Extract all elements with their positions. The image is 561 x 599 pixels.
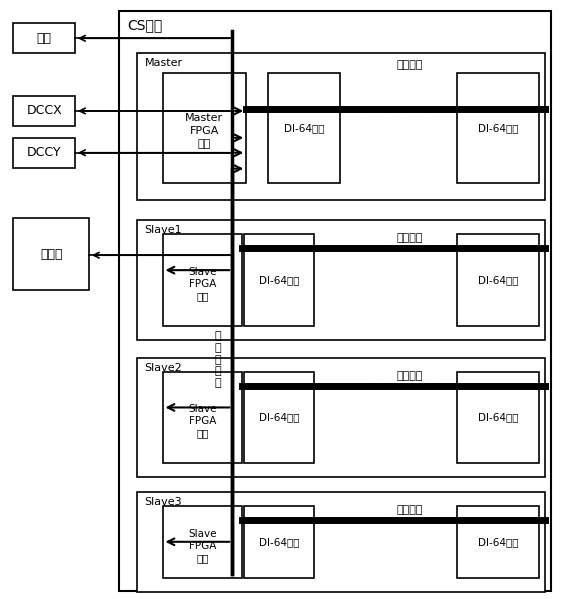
Text: 机
架
间
总
线: 机 架 间 总 线 — [215, 331, 222, 388]
Text: 背板总线: 背板总线 — [396, 233, 422, 243]
Text: DI-64板卡: DI-64板卡 — [259, 537, 299, 547]
Text: 板卡: 板卡 — [196, 428, 209, 438]
Text: DCCY: DCCY — [27, 146, 61, 159]
Bar — [244, 371, 314, 463]
Text: Master: Master — [185, 113, 223, 123]
Text: 板卡: 板卡 — [196, 553, 209, 562]
Text: Slave3: Slave3 — [145, 497, 182, 507]
Text: 工作站: 工作站 — [40, 248, 62, 261]
Bar — [137, 220, 545, 340]
Text: 背板总线: 背板总线 — [396, 505, 422, 515]
Bar — [163, 234, 242, 326]
Text: DI-64板卡: DI-64板卡 — [477, 275, 518, 285]
Text: FPGA: FPGA — [190, 126, 219, 136]
Text: 背板总线: 背板总线 — [396, 60, 422, 70]
Bar — [457, 73, 539, 183]
Text: Slave: Slave — [188, 529, 217, 539]
Text: Slave: Slave — [188, 404, 217, 415]
Text: 背板总线: 背板总线 — [396, 371, 422, 380]
Bar — [457, 371, 539, 463]
Text: 报警: 报警 — [36, 32, 52, 45]
Bar — [13, 96, 75, 126]
Bar — [244, 234, 314, 326]
Bar — [163, 371, 242, 463]
Text: Slave: Slave — [188, 267, 217, 277]
Text: DI-64板卡: DI-64板卡 — [259, 275, 299, 285]
Text: Master: Master — [145, 58, 183, 68]
Text: Slave1: Slave1 — [145, 225, 182, 235]
Bar — [137, 358, 545, 477]
Text: DCCX: DCCX — [26, 104, 62, 117]
Text: DI-64板卡: DI-64板卡 — [477, 413, 518, 422]
Bar — [163, 73, 246, 183]
Text: DI-64板卡: DI-64板卡 — [477, 537, 518, 547]
Text: FPGA: FPGA — [188, 541, 216, 550]
Text: Slave2: Slave2 — [145, 362, 182, 373]
Text: DI-64板卡: DI-64板卡 — [284, 123, 324, 133]
Text: FPGA: FPGA — [188, 279, 216, 289]
Bar — [457, 234, 539, 326]
Text: 板卡: 板卡 — [198, 139, 211, 149]
Bar — [13, 23, 75, 53]
Bar — [119, 11, 551, 591]
Bar — [13, 138, 75, 168]
Bar — [268, 73, 340, 183]
Bar — [137, 53, 545, 201]
Text: CS机柜: CS机柜 — [127, 19, 162, 32]
Bar — [244, 506, 314, 577]
Bar — [13, 219, 89, 290]
Text: DI-64板卡: DI-64板卡 — [477, 123, 518, 133]
Bar — [457, 506, 539, 577]
Text: DI-64板卡: DI-64板卡 — [259, 413, 299, 422]
Text: FPGA: FPGA — [188, 416, 216, 426]
Bar — [137, 492, 545, 592]
Bar — [163, 506, 242, 577]
Text: 板卡: 板卡 — [196, 291, 209, 301]
